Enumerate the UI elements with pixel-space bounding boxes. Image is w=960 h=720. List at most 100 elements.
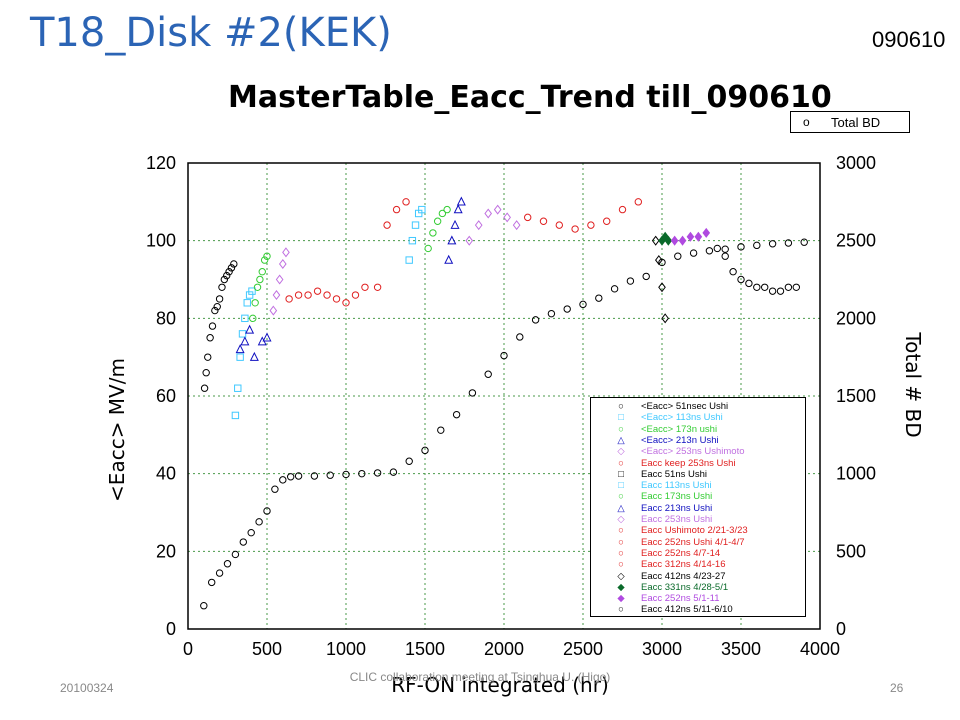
data-point-series-2: [260, 256, 269, 264]
data-point-series-15: [721, 245, 729, 253]
data-point-series-8: [447, 235, 457, 245]
data-point-series-15: [658, 258, 666, 267]
data-point-series-8: [450, 219, 460, 229]
data-point-series-15: [737, 243, 745, 251]
legend-marker: ○: [618, 525, 624, 537]
data-point-series-15: [500, 351, 508, 360]
x-tick-label: 1500: [405, 639, 445, 659]
y-right-tick-label: 1500: [836, 386, 876, 406]
data-point-series-5: [313, 287, 322, 295]
legend-label: Eacc Ushimoto 2/21-3/23: [641, 525, 748, 537]
data-point-series-15: [215, 569, 224, 577]
x-tick-label: 1000: [326, 639, 366, 659]
data-point-series-7: [424, 244, 432, 253]
y-left-tick-label: 40: [156, 464, 176, 484]
legend-entry: ◆ Eacc 252ns 5/1-11: [591, 593, 805, 604]
data-point-series-15: [452, 410, 461, 419]
y-right-tick-label: 2500: [836, 231, 876, 251]
slide-title: T18_Disk #2(KEK): [30, 10, 392, 56]
legend-marker: △: [617, 434, 625, 446]
data-point-series-2: [258, 268, 266, 276]
data-point-series-0: [204, 353, 212, 361]
legend-marker: ◆: [617, 581, 625, 593]
legend-label: Eacc 173ns Ushi: [641, 491, 713, 503]
data-point-series-9: [465, 235, 474, 246]
data-point-series-15: [563, 305, 571, 313]
data-point-series-15: [405, 457, 413, 465]
data-point-series-15: [239, 538, 248, 546]
data-point-series-9: [484, 208, 493, 219]
data-point-series-10: [618, 205, 627, 214]
data-point-series-4: [282, 247, 290, 258]
legend-label: Eacc 412ns 4/23-27: [641, 570, 726, 582]
legend-label: <Eacc> 51nsec Ushi: [641, 401, 729, 412]
data-point-series-15: [231, 550, 240, 559]
x-tick-label: 3500: [721, 639, 761, 659]
data-point-series-0: [223, 271, 231, 280]
data-point-series-15: [579, 300, 587, 309]
data-point-series-5: [285, 295, 293, 303]
data-point-series-2: [263, 252, 271, 260]
y-left-tick-label: 20: [156, 541, 176, 561]
legend-label: <Eacc> 253ns Ushimoto: [641, 446, 745, 458]
data-point-series-0: [213, 302, 221, 311]
data-point-series-15: [271, 485, 279, 493]
data-point-series-5: [383, 221, 391, 229]
data-point-series-14: [776, 287, 785, 295]
legend-marker: ○: [618, 457, 624, 469]
legend-entry: ○ Eacc 252ns 4/7-14: [591, 548, 805, 559]
legend-entry: ○ Eacc keep 253ns Ushi: [591, 458, 805, 469]
data-point-series-15: [247, 528, 255, 537]
legend-label: <Eacc> 213n Ushi: [641, 434, 719, 446]
data-point-series-6: [405, 256, 413, 264]
data-point-series-15: [421, 446, 429, 455]
data-point-series-9: [474, 220, 483, 231]
legend-label: Eacc 252ns 5/1-11: [641, 593, 720, 605]
data-point-series-5: [294, 291, 303, 299]
x-tick-label: 2000: [484, 639, 524, 659]
y-axis-left-label: <Eacc> MV/m: [105, 358, 129, 502]
data-point-series-7: [429, 229, 437, 237]
data-point-series-15: [468, 389, 477, 397]
legend-label: Eacc 253ns Ushi: [641, 514, 713, 525]
data-point-series-15: [595, 294, 603, 302]
data-point-series-0: [215, 295, 224, 303]
data-point-series-0: [220, 275, 229, 284]
y-right-tick-label: 3000: [836, 153, 876, 173]
legend-marker: △: [617, 502, 625, 514]
data-point-series-11: [658, 282, 666, 293]
data-point-series-5: [304, 291, 312, 299]
data-point-series-15: [389, 468, 398, 476]
data-point-series-10: [539, 217, 548, 225]
data-point-series-15: [358, 469, 366, 478]
x-tick-label: 2500: [563, 639, 603, 659]
data-point-series-14: [713, 244, 721, 253]
legend-entry: ○ Eacc 312ns 4/14-16: [591, 559, 805, 570]
legend-marker: ◆: [617, 593, 625, 605]
x-tick-label: 4000: [800, 639, 840, 659]
legend-marker: ◇: [617, 446, 625, 458]
legend-label: Eacc 412ns 5/11-6/10: [641, 604, 733, 616]
data-point-series-14: [761, 283, 769, 291]
data-point-series-0: [202, 369, 210, 377]
data-point-series-15: [610, 285, 619, 293]
date-stamp: 090610: [872, 27, 946, 52]
legend-entry: ○ <Eacc> 173n ushi: [591, 424, 805, 435]
data-point-series-0: [211, 306, 219, 315]
data-point-series-9: [493, 204, 502, 215]
data-point-series-0: [206, 334, 214, 342]
data-point-series-14: [753, 283, 761, 291]
total-bd-legend-marker: o: [803, 115, 810, 129]
data-point-series-15: [768, 240, 777, 248]
data-point-series-14: [768, 287, 777, 295]
data-point-series-15: [800, 238, 808, 246]
legend-label: Eacc 331ns 4/28-5/1: [641, 581, 729, 593]
legend-entry: ○ <Eacc> 51nsec Ushi: [591, 401, 805, 412]
data-point-series-1: [243, 299, 251, 307]
y-right-tick-label: 500: [836, 541, 866, 561]
data-point-series-13: [670, 235, 679, 246]
legend-marker: ○: [618, 423, 624, 435]
x-axis-label: RF-ON integrated (hr): [391, 673, 609, 697]
legend-marker: ◇: [617, 514, 625, 525]
